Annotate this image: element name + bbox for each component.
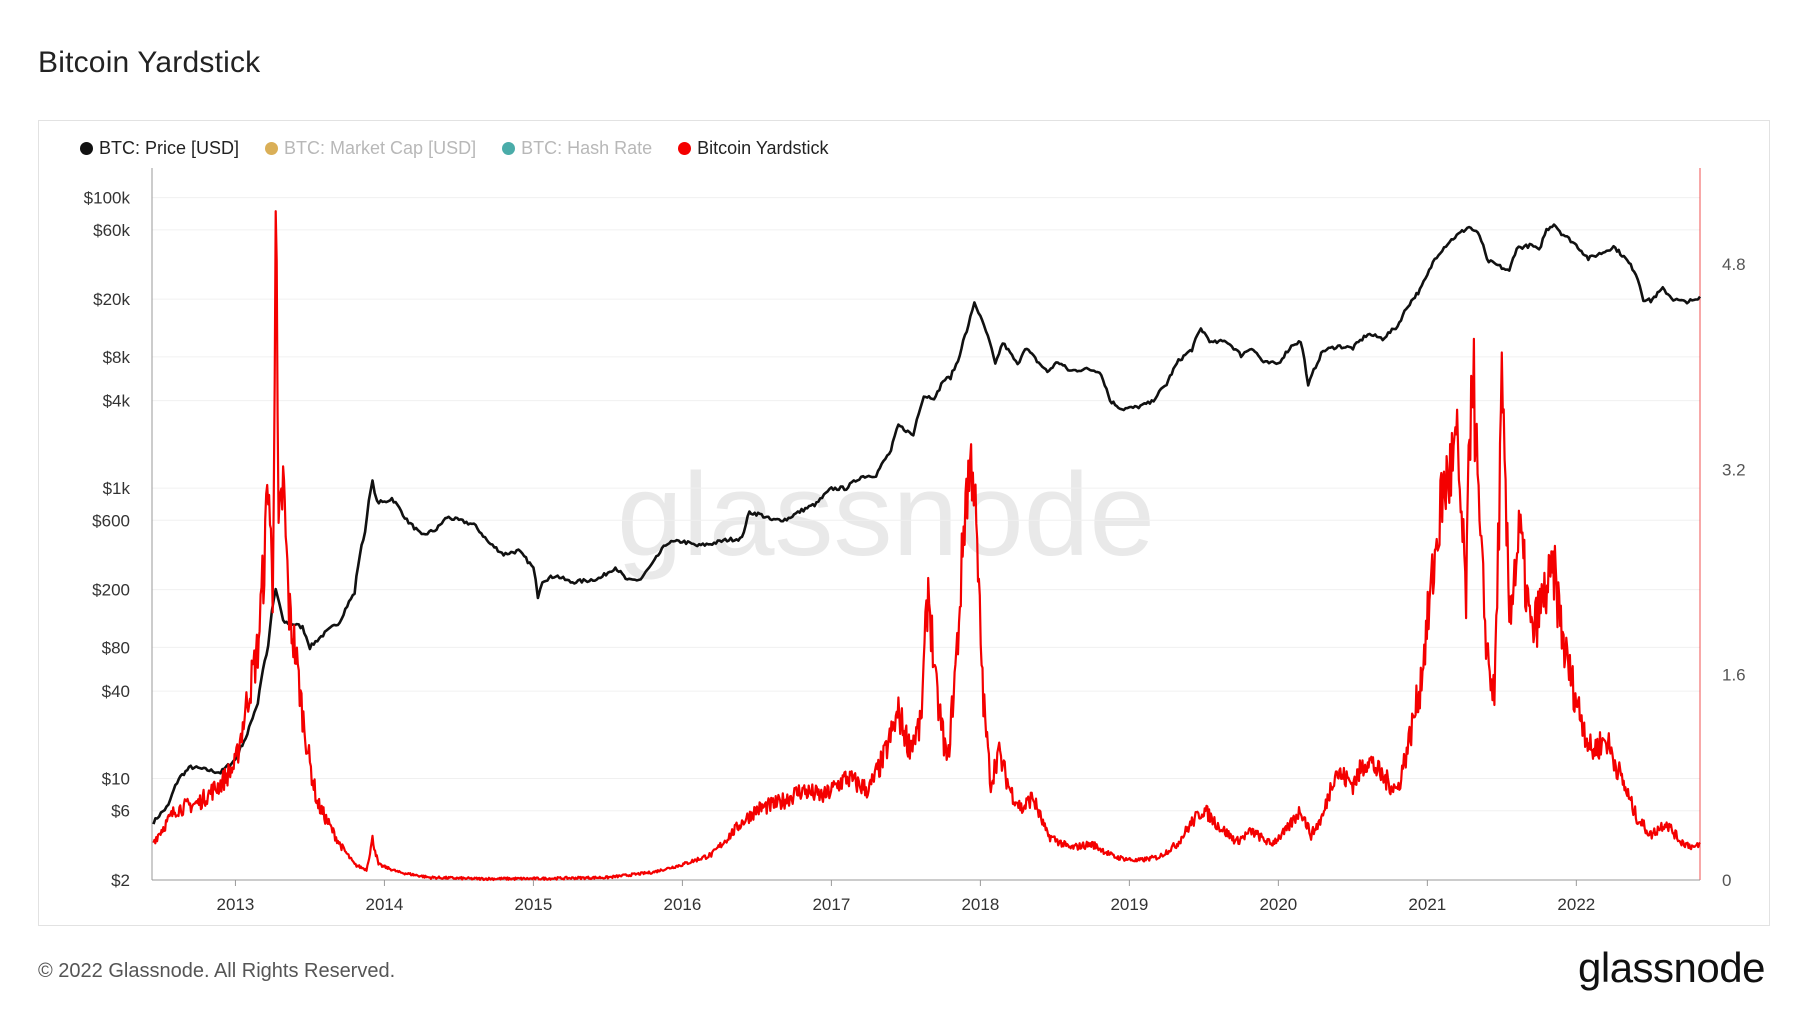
brand-logo: glassnode — [1578, 944, 1765, 991]
chart-frame — [38, 120, 1770, 926]
x-tick-label: 2019 — [1110, 895, 1148, 914]
y-left-tick-label: $40 — [102, 682, 130, 701]
chart-legend: BTC: Price [USD] BTC: Market Cap [USD] B… — [80, 138, 829, 159]
x-tick-label: 2016 — [663, 895, 701, 914]
x-tick-label: 2022 — [1557, 895, 1595, 914]
series-line-yardstick — [152, 210, 1701, 882]
y-right-tick-label: 3.2 — [1722, 460, 1746, 479]
legend-dot-hash-rate — [502, 142, 516, 155]
y-right-tick-label: 0 — [1722, 871, 1731, 890]
y-left-tick-label: $100k — [84, 189, 131, 208]
series-layer — [152, 210, 1702, 882]
legend-dot-market-cap — [265, 142, 279, 155]
legend-item-yardstick[interactable]: Bitcoin Yardstick — [678, 138, 829, 159]
copyright-footer: © 2022 Glassnode. All Rights Reserved. — [38, 960, 396, 982]
x-tick-label: 2021 — [1408, 895, 1446, 914]
y-right-tick-label: 4.8 — [1722, 255, 1746, 274]
x-tick-label: 2015 — [514, 895, 552, 914]
watermark: glassnode — [617, 449, 1155, 581]
y-left-tick-label: $60k — [93, 221, 130, 240]
y-left-tick-label: $20k — [93, 290, 130, 309]
x-tick-label: 2014 — [366, 895, 404, 914]
y-left-tick-label: $600 — [92, 511, 130, 530]
y-left-tick-label: $8k — [103, 348, 131, 367]
legend-label-yardstick: Bitcoin Yardstick — [697, 138, 829, 158]
y-left-tick-label: $6 — [111, 802, 130, 821]
y-left-tick-label: $200 — [92, 581, 130, 600]
x-tick-label: 2017 — [812, 895, 850, 914]
x-tick-label: 2020 — [1259, 895, 1297, 914]
legend-label-price: BTC: Price [USD] — [99, 138, 240, 158]
legend-item-market-cap[interactable]: BTC: Market Cap [USD] — [265, 138, 476, 159]
y-left-tick-label: $2 — [111, 871, 130, 890]
legend-label-market-cap: BTC: Market Cap [USD] — [284, 138, 477, 158]
y-left-tick-label: $10 — [102, 769, 130, 788]
legend-label-hash-rate: BTC: Hash Rate — [521, 138, 653, 158]
legend-item-price[interactable]: BTC: Price [USD] — [80, 138, 239, 159]
y-left-tick-label: $4k — [103, 392, 131, 411]
y-right-tick-label: 1.6 — [1722, 666, 1746, 685]
legend-item-hash-rate[interactable]: BTC: Hash Rate — [502, 138, 652, 159]
legend-dot-price — [80, 142, 93, 155]
y-left-tick-label: $1k — [103, 479, 131, 498]
axes: $100k $60k $20k $8k $4k $1k $600 $200 $80 $40 $10 $… — [84, 168, 1746, 914]
series-line-price — [152, 223, 1702, 825]
chart-title: Bitcoin Yardstick — [38, 46, 261, 79]
y-left-tick-label: $80 — [102, 638, 130, 657]
legend-dot-yardstick — [678, 142, 692, 155]
x-tick-label: 2018 — [961, 895, 999, 914]
x-tick-label: 2013 — [217, 895, 255, 914]
